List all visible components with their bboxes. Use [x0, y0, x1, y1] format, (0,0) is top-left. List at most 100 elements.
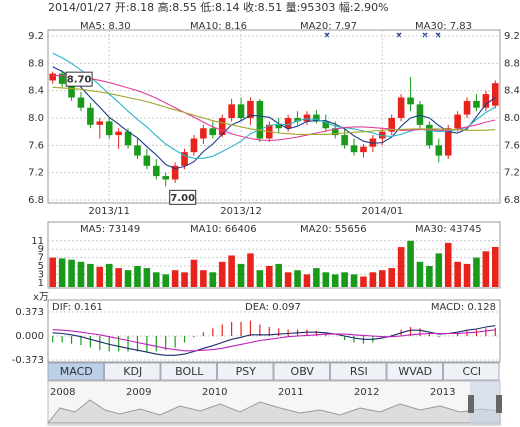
- volume-bar: [463, 263, 471, 287]
- indicator-tab-label[interactable]: CCI: [462, 365, 481, 378]
- volume-bar: [134, 266, 141, 287]
- annotation-label: 8.70: [67, 75, 92, 86]
- volume-bar: [228, 255, 235, 287]
- volume-bar: [87, 263, 94, 287]
- indicator-tab-label[interactable]: WVAD: [398, 365, 432, 378]
- legend-label: MACD: 0.128: [431, 302, 496, 313]
- timeline-handle[interactable]: [468, 395, 474, 413]
- y-tick-label: 7.6: [504, 140, 520, 151]
- y-tick-label: 7.6: [28, 140, 44, 151]
- candle-body: [200, 128, 207, 139]
- volume-bar: [416, 261, 424, 287]
- volume-bar: [256, 270, 264, 287]
- candle-body: [303, 114, 311, 122]
- timeline-window[interactable]: [470, 381, 500, 425]
- candle-body: [322, 121, 330, 129]
- candle-body: [256, 100, 264, 139]
- ma-line: [52, 66, 496, 170]
- timeline-year: 2013: [430, 387, 455, 398]
- indicator-tab[interactable]: [330, 362, 387, 381]
- indicator-tab[interactable]: [104, 362, 161, 381]
- indicator-tab-label[interactable]: KDJ: [123, 365, 142, 378]
- volume-bar: [454, 261, 461, 287]
- y-tick-label: 8.8: [28, 58, 44, 69]
- volume-bar: [350, 274, 358, 287]
- candle-body: [115, 131, 122, 136]
- y-tick-label: -0.373: [12, 355, 44, 366]
- volume-bar: [284, 272, 292, 287]
- legend-label: DEA: 0.097: [245, 302, 301, 313]
- annotation-box: [65, 71, 93, 87]
- volume-panel: [47, 221, 501, 289]
- candle-body: [87, 107, 94, 125]
- y-tick-label: 7.2: [28, 168, 44, 179]
- indicator-tab-label[interactable]: RSI: [350, 365, 368, 378]
- annotation-box: [169, 189, 197, 205]
- indicator-tab[interactable]: [443, 362, 500, 381]
- indicator-tab[interactable]: [47, 362, 104, 381]
- volume-bar: [369, 272, 377, 287]
- candle-body: [134, 145, 141, 156]
- volume-bar: [152, 272, 160, 287]
- candle-body: [96, 121, 104, 125]
- y-tick-label: 7.2: [504, 168, 520, 179]
- timeline-year: 2009: [126, 387, 151, 398]
- candle-body: [105, 121, 113, 136]
- y-tick-label: 8.8: [504, 58, 520, 69]
- legend-label: DIF: 0.161: [52, 302, 103, 313]
- candle-body: [181, 152, 188, 166]
- candle-body: [162, 176, 170, 180]
- y-tick-label: 9: [38, 244, 44, 255]
- candle-body: [275, 124, 283, 129]
- legend-label: MA5: 8.30: [80, 21, 131, 32]
- y-tick-label: 8.4: [28, 86, 44, 97]
- legend-label: MA20: 55656: [300, 224, 367, 235]
- macd-panel: [47, 299, 501, 363]
- candle-body: [247, 100, 254, 118]
- candle-body: [397, 97, 405, 118]
- unit-label: x万: [33, 292, 49, 303]
- candle-body: [369, 138, 377, 147]
- candle-body: [124, 131, 132, 146]
- indicator-tab[interactable]: [217, 362, 274, 381]
- volume-bar: [378, 270, 386, 287]
- volume-bar: [162, 274, 170, 287]
- volume-bar: [68, 259, 75, 287]
- volume-bar: [96, 266, 104, 287]
- ma-line: [52, 86, 496, 135]
- indicator-tab[interactable]: [160, 362, 217, 381]
- volume-bar: [435, 253, 443, 287]
- candle-body: [228, 104, 235, 118]
- y-tick-label: 11: [31, 236, 44, 247]
- indicator-tab[interactable]: [386, 362, 443, 381]
- timeline-handle[interactable]: [496, 395, 502, 413]
- candle-body: [77, 97, 85, 108]
- x-tick-label: 2013/12: [220, 206, 262, 217]
- volume-bar: [171, 270, 179, 287]
- volume-bar: [209, 272, 217, 287]
- volume-bar: [124, 270, 132, 287]
- candle-body: [454, 114, 461, 129]
- indicator-tab-label[interactable]: OBV: [291, 365, 315, 378]
- volume-bar: [275, 263, 283, 287]
- legend-label: MA30: 43745: [415, 224, 482, 235]
- candle-body: [444, 128, 452, 156]
- volume-bar: [322, 272, 330, 287]
- indicator-tab-label[interactable]: BOLL: [175, 365, 204, 378]
- volume-bar: [426, 266, 433, 287]
- volume-bar: [360, 276, 367, 287]
- legend-label: MA30: 7.83: [415, 21, 472, 32]
- timeline-year: 2010: [202, 387, 227, 398]
- volume-bar: [77, 261, 85, 287]
- volume-bar: [58, 258, 66, 287]
- indicator-tab-label[interactable]: MACD: [60, 365, 93, 378]
- candle-body: [463, 100, 471, 115]
- indicator-tab[interactable]: [273, 362, 330, 381]
- candle-body: [426, 124, 433, 146]
- volume-bar: [181, 272, 188, 287]
- y-tick-label: 3: [38, 269, 44, 280]
- indicator-tab-label[interactable]: PSY: [236, 365, 257, 378]
- candle-body: [350, 145, 358, 153]
- ma-line: [52, 75, 496, 142]
- volume-bar: [218, 261, 226, 287]
